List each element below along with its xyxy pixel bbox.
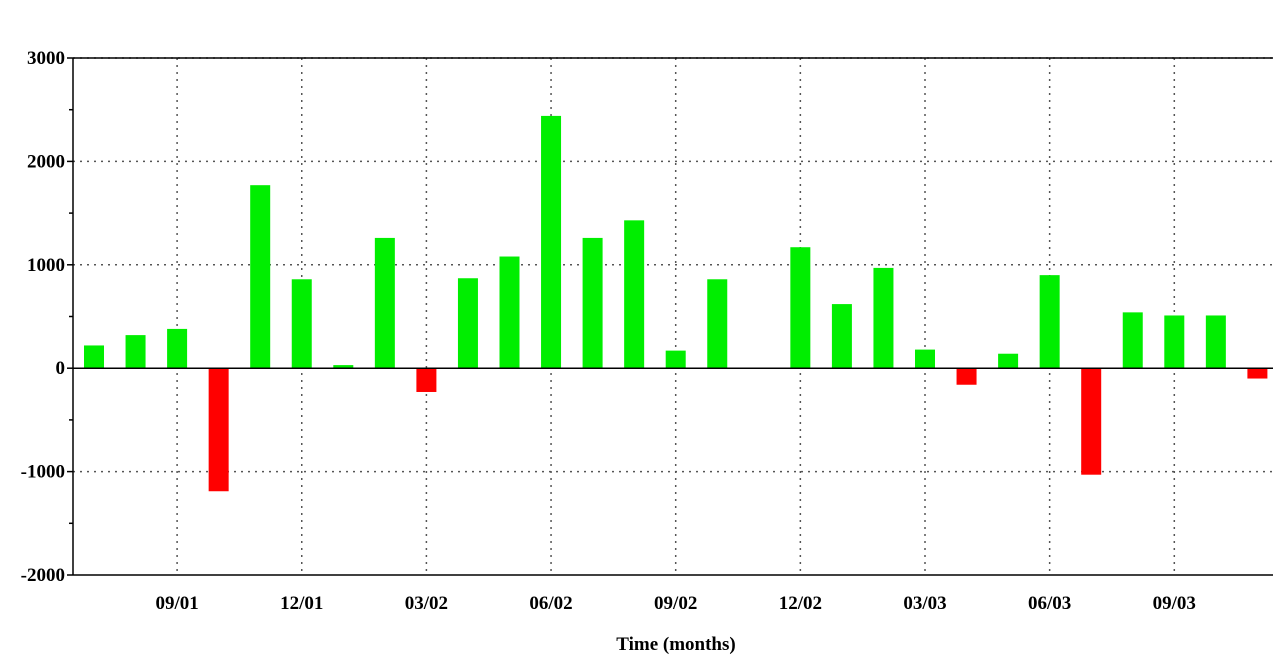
- y-tick-label: 3000: [27, 48, 65, 69]
- bar-positive: [1205, 315, 1226, 369]
- axes: [67, 57, 1273, 576]
- bar-positive: [167, 328, 188, 369]
- bar-negative: [208, 368, 229, 492]
- bar-positive: [499, 256, 520, 369]
- y-tick-label: 1000: [27, 255, 65, 276]
- bar-positive: [541, 115, 562, 369]
- y-tick-label: -1000: [21, 462, 65, 483]
- x-tick-labels: 09/01 12/01 03/02 06/02 09/02 12/02 03/03 06/03…: [155, 593, 1195, 614]
- x-axis-title: Time (months): [616, 634, 735, 655]
- bar-positive: [624, 220, 645, 369]
- bar-positive: [1122, 312, 1143, 369]
- bar-negative: [1081, 368, 1102, 475]
- bar-negative: [1247, 368, 1268, 379]
- bar-positive: [707, 279, 728, 369]
- x-tick-label: 03/02: [405, 593, 448, 614]
- y-tick-labels: 3000 2000 1000 0 -1000 -2000: [21, 48, 65, 586]
- bar-positive: [665, 350, 686, 369]
- y-tick-label: 2000: [27, 151, 65, 172]
- x-tick-label: 06/03: [1028, 593, 1071, 614]
- bar-positive: [457, 278, 478, 369]
- bar-positive: [582, 237, 603, 369]
- x-tick-label: 12/01: [280, 593, 323, 614]
- bar-positive: [998, 353, 1019, 369]
- x-tick-label: 09/03: [1153, 593, 1196, 614]
- bar-negative: [956, 368, 977, 385]
- bar-positive: [915, 349, 935, 369]
- x-tick-label: 06/02: [529, 593, 572, 614]
- bar-positive: [333, 365, 354, 369]
- bar-positive: [1164, 315, 1185, 369]
- bar-positive: [873, 267, 894, 369]
- bar-positive: [250, 185, 271, 369]
- y-tick-label: 0: [56, 358, 66, 379]
- x-tick-label: 12/02: [779, 593, 822, 614]
- bar-positive: [831, 304, 852, 369]
- bars: [84, 115, 1268, 492]
- bar-positive: [125, 335, 146, 369]
- bar-positive: [790, 247, 811, 369]
- x-tick-label: 09/01: [155, 593, 198, 614]
- bar-negative: [416, 368, 437, 392]
- bar-positive: [291, 279, 312, 369]
- bar-positive: [1039, 275, 1060, 369]
- bar-positive: [84, 345, 104, 369]
- y-tick-label: -2000: [21, 565, 65, 586]
- x-tick-label: 09/02: [654, 593, 697, 614]
- x-tick-label: 03/03: [903, 593, 946, 614]
- bar-positive: [374, 237, 395, 369]
